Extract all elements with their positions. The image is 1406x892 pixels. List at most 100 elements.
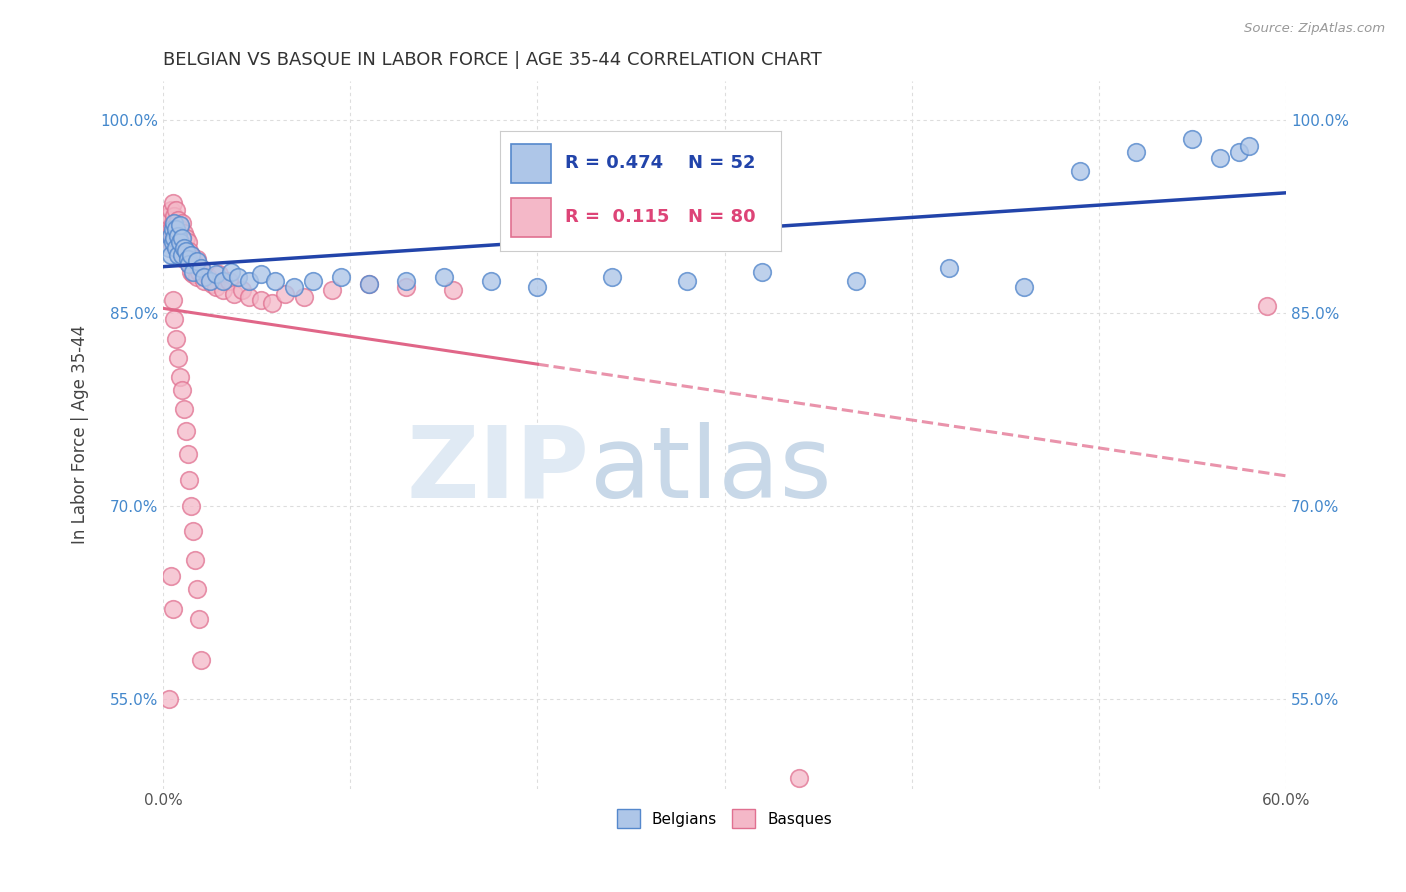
Point <box>186 252 208 266</box>
Point <box>159 569 181 583</box>
Point <box>162 228 184 243</box>
Point <box>167 213 190 227</box>
Point <box>184 257 207 271</box>
Point <box>167 228 190 243</box>
Point <box>274 286 297 301</box>
Point <box>170 383 193 397</box>
Point <box>302 274 325 288</box>
Point <box>179 257 201 271</box>
Point <box>165 228 187 243</box>
Point <box>197 269 219 284</box>
Point <box>1181 132 1204 146</box>
Point <box>170 231 193 245</box>
Point <box>212 283 235 297</box>
Point <box>173 226 195 240</box>
Point <box>600 269 623 284</box>
Point <box>167 228 190 243</box>
Point <box>186 582 208 597</box>
Point <box>174 424 197 438</box>
Point <box>179 257 201 271</box>
Point <box>163 235 186 249</box>
Point <box>162 196 184 211</box>
Point <box>1237 138 1260 153</box>
Point <box>181 265 204 279</box>
Point <box>173 252 195 266</box>
Point <box>173 242 195 256</box>
Point <box>845 274 868 288</box>
Point <box>169 222 191 236</box>
Point <box>231 283 253 297</box>
Point <box>179 244 201 258</box>
Point <box>193 274 215 288</box>
Point <box>159 228 181 243</box>
Point <box>1256 299 1278 313</box>
Point <box>751 265 773 279</box>
Point <box>224 286 246 301</box>
Point <box>163 222 186 236</box>
Point <box>395 274 418 288</box>
Point <box>159 235 181 249</box>
Point <box>162 216 184 230</box>
Point <box>1227 145 1250 159</box>
Point <box>190 653 212 667</box>
Point <box>162 293 184 307</box>
Point <box>180 248 202 262</box>
Point <box>165 219 187 233</box>
Point <box>395 280 418 294</box>
Point <box>157 228 180 243</box>
Legend: Belgians, Basques: Belgians, Basques <box>610 803 838 834</box>
Point <box>176 248 198 262</box>
Point <box>180 265 202 279</box>
Point <box>187 612 209 626</box>
Point <box>157 691 180 706</box>
Point <box>212 274 235 288</box>
Point <box>283 280 305 294</box>
Point <box>156 216 179 230</box>
Point <box>292 290 315 304</box>
Point <box>165 331 187 345</box>
Point <box>330 269 353 284</box>
Point <box>441 283 464 297</box>
Point <box>170 231 193 245</box>
Point <box>167 248 190 262</box>
Point <box>186 269 208 284</box>
Point <box>165 222 187 236</box>
Text: ZIP: ZIP <box>406 422 591 519</box>
Point <box>165 242 187 256</box>
Point <box>180 248 202 262</box>
Point <box>238 290 260 304</box>
Point <box>321 283 343 297</box>
Point <box>174 248 197 262</box>
Text: atlas: atlas <box>591 422 831 519</box>
Point <box>249 293 271 307</box>
Point <box>159 248 181 262</box>
Point <box>170 216 193 230</box>
Point <box>1209 152 1232 166</box>
Point <box>179 473 201 487</box>
Point <box>162 222 184 236</box>
Point <box>433 269 456 284</box>
Point <box>169 235 191 249</box>
Point <box>163 216 186 230</box>
Point <box>159 222 181 236</box>
Point <box>218 274 240 288</box>
Point <box>357 277 380 292</box>
Point <box>163 312 186 326</box>
Point <box>219 265 242 279</box>
Point <box>186 254 208 268</box>
Point <box>176 447 198 461</box>
Point <box>169 219 191 233</box>
Point <box>169 235 191 249</box>
Point <box>157 242 180 256</box>
Point <box>208 267 231 281</box>
Point <box>159 202 181 217</box>
Point <box>201 277 224 292</box>
Text: Source: ZipAtlas.com: Source: ZipAtlas.com <box>1244 22 1385 36</box>
Point <box>198 274 221 288</box>
Point <box>1125 145 1147 159</box>
Point <box>162 235 184 249</box>
Point <box>181 252 204 266</box>
Point <box>181 267 204 281</box>
Point <box>163 231 186 245</box>
Point <box>204 267 226 281</box>
